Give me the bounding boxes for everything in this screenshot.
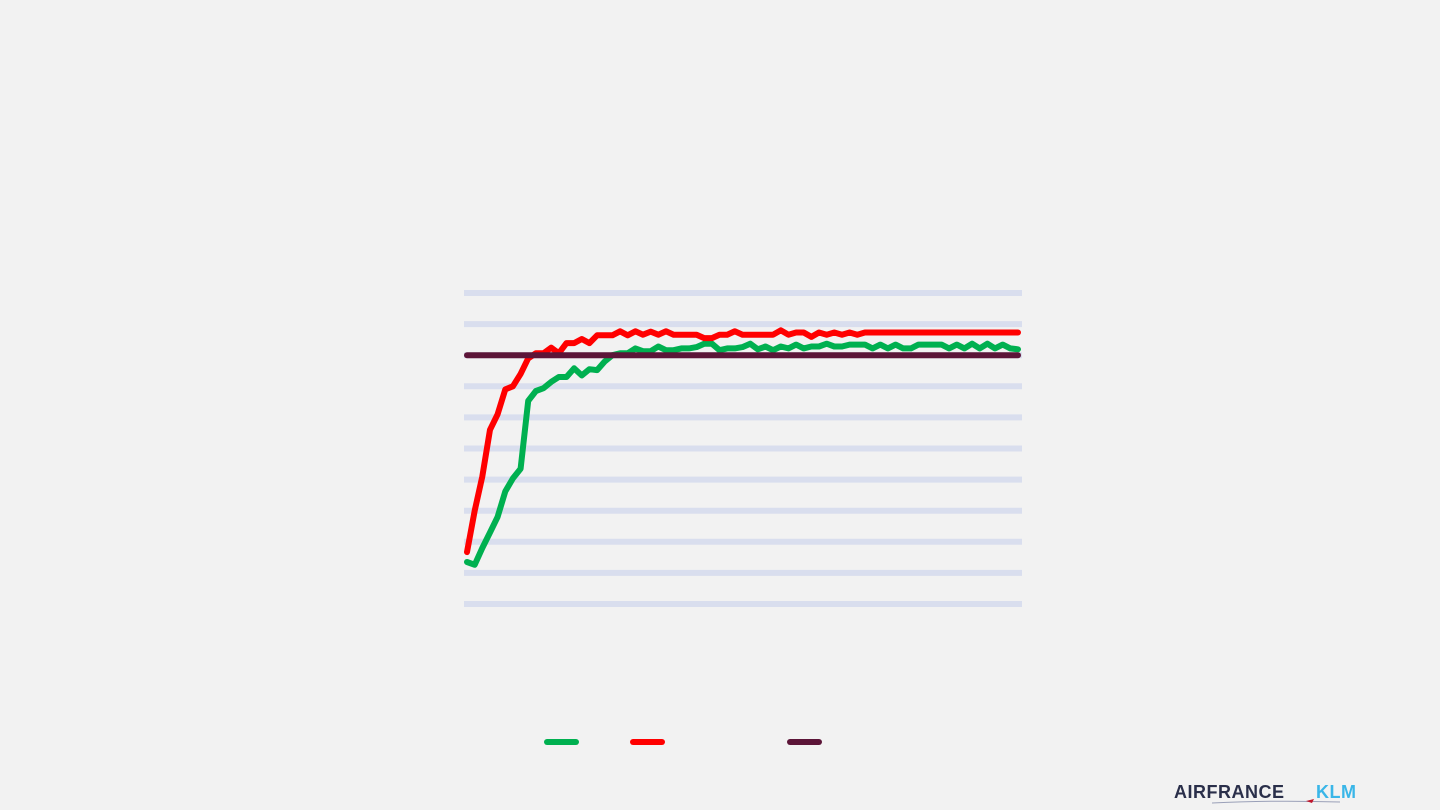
series-line-green: [464, 340, 1021, 568]
series-line-red: [464, 327, 1021, 556]
airfrance-klm-logo-icon: [1211, 800, 1341, 804]
logo-swoosh-icon: [1306, 799, 1314, 803]
logo-brand-airfrance: AIRFRANCE: [1174, 782, 1285, 802]
logo-brand-klm: KLM: [1316, 782, 1357, 802]
gridlines: [464, 290, 1022, 607]
series-lines: [464, 327, 1021, 568]
airfrance-klm-logo: AIRFRANCE KLM: [1174, 782, 1357, 804]
